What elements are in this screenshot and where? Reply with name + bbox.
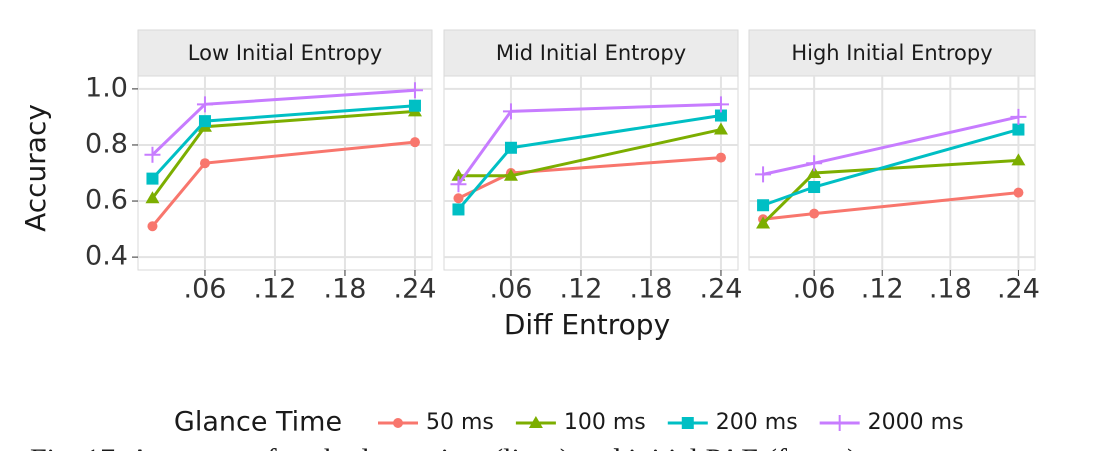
x-tick-label: .24 <box>699 274 742 305</box>
x-tick-label: .18 <box>323 274 366 305</box>
point <box>502 103 519 120</box>
x-tick-label: .18 <box>929 274 972 305</box>
facet-title: Mid Initial Entropy <box>496 41 686 65</box>
point <box>145 191 160 204</box>
point <box>714 109 727 122</box>
point <box>409 137 420 148</box>
point <box>408 99 421 112</box>
x-tick-label: .06 <box>489 274 532 305</box>
point <box>757 199 770 212</box>
legend-label: 100 ms <box>564 410 646 435</box>
point <box>1010 108 1027 125</box>
facet-title: Low Initial Entropy <box>188 41 382 65</box>
x-axis-label: Diff Entropy <box>504 308 670 341</box>
point <box>504 141 517 154</box>
legend-label: 200 ms <box>716 410 798 435</box>
facet-title: High Initial Entropy <box>791 41 992 65</box>
point <box>452 203 465 216</box>
point <box>406 82 423 99</box>
legend-marker <box>681 417 694 429</box>
legend-title: Glance Time <box>174 407 342 438</box>
point <box>756 216 771 229</box>
point <box>1011 153 1026 166</box>
point <box>808 181 821 194</box>
x-tick-label: .06 <box>183 274 226 305</box>
y-tick-label: 1.0 <box>85 72 128 103</box>
x-tick-label: .24 <box>997 274 1040 305</box>
legend-label: 50 ms <box>426 410 494 435</box>
point <box>712 96 729 113</box>
point <box>199 158 210 169</box>
panel <box>137 75 433 271</box>
point <box>1013 187 1024 198</box>
legend-label: 2000 ms <box>868 410 964 435</box>
point <box>715 152 726 163</box>
y-tick-label: 0.4 <box>85 241 128 272</box>
x-tick-label: .24 <box>393 274 436 305</box>
point <box>503 168 518 181</box>
strip-background <box>443 29 739 77</box>
legend-marker <box>393 418 403 428</box>
x-tick-label: .12 <box>559 274 602 305</box>
point <box>196 96 213 113</box>
x-tick-label: .12 <box>861 274 904 305</box>
point <box>147 221 158 232</box>
panel <box>748 75 1036 271</box>
y-axis-label: Accuracy <box>19 104 52 232</box>
legend-marker <box>528 416 543 428</box>
x-tick-label: .06 <box>793 274 836 305</box>
y-tick-label: 0.8 <box>85 128 128 159</box>
point <box>807 166 822 178</box>
x-tick-label: .18 <box>629 274 672 305</box>
x-tick-label: .12 <box>253 274 296 305</box>
point <box>806 155 823 172</box>
strip-background <box>137 29 433 77</box>
point <box>144 146 161 163</box>
y-tick-label: 0.6 <box>85 185 128 216</box>
point <box>809 208 820 219</box>
point <box>1012 123 1025 136</box>
point <box>713 122 728 135</box>
point <box>198 115 211 128</box>
point <box>453 193 464 204</box>
point <box>450 176 467 193</box>
legend-marker <box>831 415 848 431</box>
point <box>755 166 772 183</box>
point <box>146 172 159 185</box>
caption: Fig. 17: Accuracy of each glance time (l… <box>30 443 857 451</box>
